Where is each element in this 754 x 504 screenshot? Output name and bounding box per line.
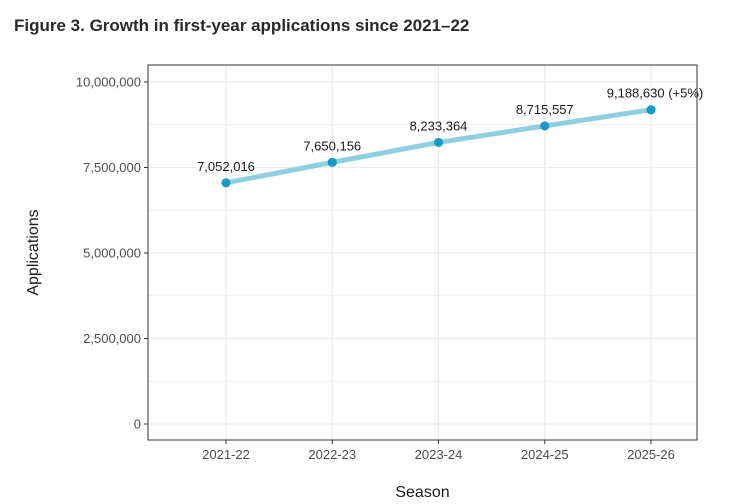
x-tick-label: 2021-22 [202, 447, 250, 462]
y-axis-title: Applications [25, 209, 42, 295]
data-label: 7,052,016 [197, 159, 255, 174]
data-point [327, 157, 337, 167]
data-label: 9,188,630 (+5%) [607, 86, 703, 101]
data-point [646, 105, 656, 115]
y-tick-label: 5,000,000 [83, 246, 141, 261]
x-axis-title: Season [395, 484, 449, 501]
data-label: 8,715,557 [516, 102, 574, 117]
minor-gridlines [148, 124, 697, 382]
x-tick-label: 2024-25 [521, 447, 569, 462]
y-axis: 0 2,500,000 5,000,000 7,500,000 10,000,000 [76, 75, 148, 432]
x-tick-label: 2022-23 [308, 447, 356, 462]
y-tick-label: 0 [134, 417, 141, 432]
x-tick-label: 2025-26 [627, 447, 675, 462]
y-tick-label: 10,000,000 [76, 75, 141, 90]
x-tick-label: 2023-24 [415, 447, 463, 462]
data-label: 7,650,156 [303, 138, 361, 153]
data-point [221, 178, 231, 188]
x-axis: 2021-22 2022-23 2023-24 2024-25 2025-26 [202, 440, 675, 462]
data-point [540, 121, 550, 131]
y-tick-label: 2,500,000 [83, 331, 141, 346]
data-point [433, 137, 444, 148]
data-points [221, 105, 656, 188]
data-label: 8,233,364 [410, 118, 468, 133]
y-tick-label: 7,500,000 [83, 160, 141, 175]
data-labels: 7,052,016 7,650,156 8,233,364 8,715,557 9,18… [197, 86, 703, 174]
figure-title: Figure 3. Growth in first-year applicati… [14, 16, 470, 35]
